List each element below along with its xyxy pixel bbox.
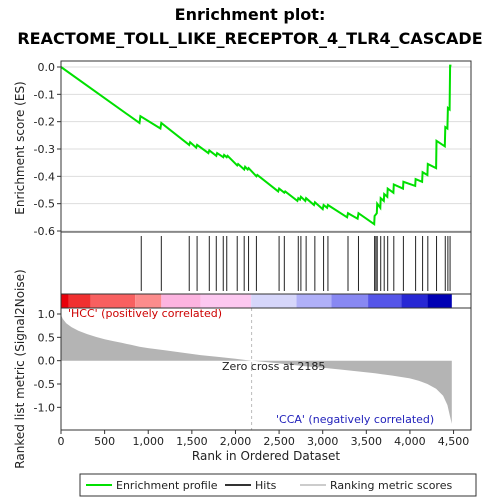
hits-panel xyxy=(140,236,451,291)
es-y-tick-label: -0.5 xyxy=(34,198,55,211)
heat-segment xyxy=(401,294,428,308)
metric-y-tick-label: -0.5 xyxy=(34,378,55,391)
hits-panel-frame xyxy=(60,231,472,295)
x-tick-label: 0 xyxy=(58,435,65,448)
heat-segment xyxy=(90,294,136,308)
zero-cross-annotation: Zero cross at 2185 xyxy=(222,360,325,373)
enrichment-profile-line xyxy=(60,64,452,227)
heat-segment xyxy=(161,294,201,308)
metric-y-tick-label: -1.0 xyxy=(34,401,55,414)
x-tick-label: 4,500 xyxy=(438,435,470,448)
x-tick-label: 2,500 xyxy=(263,435,295,448)
x-tick-label: 2,000 xyxy=(220,435,252,448)
negative-correlation-label: 'CCA' (negatively correlated) xyxy=(276,413,434,426)
x-tick-label: 3,500 xyxy=(351,435,383,448)
metric-y-tick-label: 1.0 xyxy=(38,308,56,321)
metric-y-tick-label: 0.0 xyxy=(38,355,56,368)
es-y-tick-label: -0.2 xyxy=(34,116,55,129)
x-tick-label: 1,000 xyxy=(132,435,164,448)
chart-title-line2: REACTOME_TOLL_LIKE_RECEPTOR_4_TLR4_CASCA… xyxy=(17,29,482,48)
ranking-metric-area xyxy=(61,314,452,424)
legend-label-ranking-metric: Ranking metric scores xyxy=(330,479,452,492)
heat-segment xyxy=(251,294,297,308)
x-axis-label: Rank in Ordered Dataset xyxy=(192,449,340,463)
heat-segment xyxy=(296,294,332,308)
es-y-ticks: 0.0 -0.1 -0.2 -0.3 -0.4 -0.5 -0.6 xyxy=(34,61,61,238)
metric-y-ticks: 1.0 0.5 0.0 -0.5 -1.0 xyxy=(34,308,61,414)
heat-segment xyxy=(368,294,402,308)
legend: Enrichment profile Hits Ranking metric s… xyxy=(79,473,477,497)
metric-y-axis-label: Ranked list metric (Signal2Noise) xyxy=(13,269,27,468)
es-gridlines xyxy=(61,66,471,232)
heat-segment xyxy=(61,294,69,308)
metric-panel-frame xyxy=(60,307,472,431)
x-axis-ticks: 0 500 1,000 1,500 2,000 2,500 3,000 3,500 4,000 4… xyxy=(58,430,470,448)
x-tick-label: 1,500 xyxy=(176,435,208,448)
x-tick-label: 3,000 xyxy=(307,435,339,448)
x-tick-label: 500 xyxy=(94,435,115,448)
heat-segment xyxy=(200,294,252,308)
es-y-tick-label: 0.0 xyxy=(38,61,56,74)
correlation-heat-strip xyxy=(61,294,452,308)
legend-box xyxy=(79,473,477,497)
metric-y-tick-label: 0.5 xyxy=(38,331,56,344)
es-panel-frame xyxy=(60,60,472,233)
positive-correlation-label: 'HCC' (positively correlated) xyxy=(68,307,222,320)
es-y-axis-label: Enrichment score (ES) xyxy=(13,81,27,214)
heat-segment xyxy=(331,294,369,308)
heat-segment xyxy=(68,294,91,308)
legend-label-enrichment-profile: Enrichment profile xyxy=(116,479,218,492)
es-y-tick-label: -0.6 xyxy=(34,225,55,238)
es-y-tick-label: -0.3 xyxy=(34,143,55,156)
es-y-tick-label: -0.4 xyxy=(34,170,55,183)
x-tick-label: 4,000 xyxy=(394,435,426,448)
heat-segment xyxy=(427,294,452,308)
es-y-tick-label: -0.1 xyxy=(34,88,55,101)
legend-label-hits: Hits xyxy=(255,479,277,492)
heat-segment xyxy=(135,294,162,308)
chart-title-line1: Enrichment plot: xyxy=(175,5,326,24)
